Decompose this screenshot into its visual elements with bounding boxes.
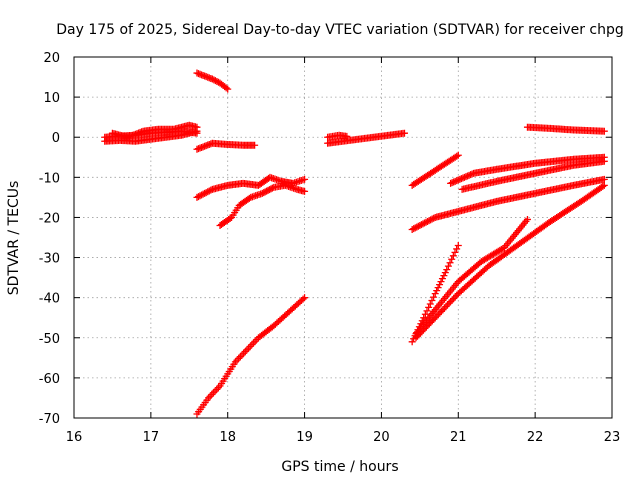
series-markers bbox=[458, 157, 608, 193]
y-tick-label: 0 bbox=[52, 131, 60, 146]
series-6 bbox=[193, 173, 309, 201]
series-10 bbox=[324, 131, 351, 141]
y-tick-label: -10 bbox=[39, 171, 60, 186]
y-tick-label: -20 bbox=[39, 211, 60, 226]
series-8 bbox=[193, 294, 309, 418]
x-tick-label: 21 bbox=[450, 430, 467, 445]
x-tick-label: 22 bbox=[527, 430, 544, 445]
grid bbox=[74, 57, 612, 418]
y-tick-label: -70 bbox=[39, 412, 60, 427]
series-markers bbox=[108, 121, 201, 141]
y-tick-label: 20 bbox=[43, 51, 60, 66]
data-series bbox=[101, 69, 608, 418]
series-markers bbox=[408, 151, 462, 189]
x-tick-label: 16 bbox=[66, 430, 83, 445]
series-2 bbox=[101, 127, 201, 145]
series-11 bbox=[408, 151, 462, 189]
series-markers bbox=[412, 181, 608, 342]
series-4 bbox=[193, 139, 259, 153]
series-9 bbox=[324, 129, 408, 147]
series-markers bbox=[447, 153, 608, 187]
series-18 bbox=[412, 181, 608, 342]
series-markers bbox=[193, 139, 259, 153]
x-tick-label: 20 bbox=[373, 430, 390, 445]
series-markers bbox=[193, 294, 309, 418]
series-markers bbox=[193, 173, 309, 201]
axis-ticks: 16 17 18 19 20 21 22 23 -70 -60 -50 -40 -30 -20 -10 0 10… bbox=[39, 51, 621, 445]
y-axis-title: SDTVAR / TECUs bbox=[6, 181, 22, 296]
y-tick-label: -60 bbox=[39, 372, 60, 387]
series-12 bbox=[447, 153, 608, 187]
y-tick-label: 10 bbox=[43, 91, 60, 106]
series-markers bbox=[412, 215, 531, 338]
series-14 bbox=[408, 175, 608, 233]
x-tick-label: 18 bbox=[219, 430, 236, 445]
series-15 bbox=[523, 123, 608, 135]
series-17 bbox=[412, 215, 531, 338]
series-markers bbox=[324, 129, 408, 147]
series-markers bbox=[324, 131, 351, 141]
series-7 bbox=[216, 181, 309, 229]
x-tick-label: 23 bbox=[604, 430, 621, 445]
y-tick-label: -40 bbox=[39, 292, 60, 307]
plot-frame bbox=[73, 56, 613, 419]
y-tick-label: -50 bbox=[39, 332, 60, 347]
series-markers bbox=[408, 175, 608, 233]
chart-title: Day 175 of 2025, Sidereal Day-to-day VTE… bbox=[56, 22, 624, 38]
x-axis-title: GPS time / hours bbox=[281, 459, 398, 475]
series-markers bbox=[101, 127, 201, 145]
series-markers bbox=[193, 69, 232, 93]
x-tick-label: 17 bbox=[143, 430, 160, 445]
series-5 bbox=[193, 69, 232, 93]
y-tick-label: -30 bbox=[39, 252, 60, 267]
series-markers bbox=[523, 123, 608, 135]
series-markers bbox=[216, 181, 309, 229]
series-3 bbox=[108, 121, 201, 141]
x-tick-label: 19 bbox=[296, 430, 313, 445]
series-13 bbox=[458, 157, 608, 193]
